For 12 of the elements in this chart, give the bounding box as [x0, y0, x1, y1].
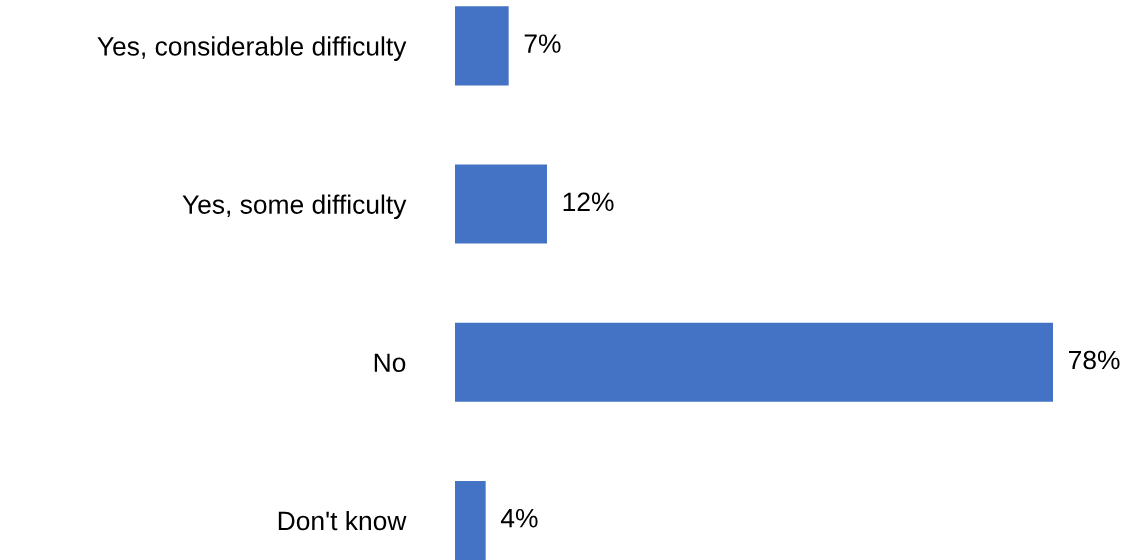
bar [455, 6, 509, 86]
data-label: 7% [524, 34, 561, 53]
y-tick-label: Yes, considerable difficulty [97, 36, 407, 61]
data-label: 12% [563, 192, 614, 212]
y-tick-label: No [374, 353, 406, 373]
y-tick-label: Yes, some difficulty [182, 194, 407, 220]
bar [455, 480, 486, 560]
bar [455, 164, 547, 244]
data-label: 78% [1069, 350, 1120, 370]
y-tick-label: Don't know [278, 510, 407, 531]
data-label: 4% [500, 508, 538, 528]
bar [455, 322, 1053, 402]
